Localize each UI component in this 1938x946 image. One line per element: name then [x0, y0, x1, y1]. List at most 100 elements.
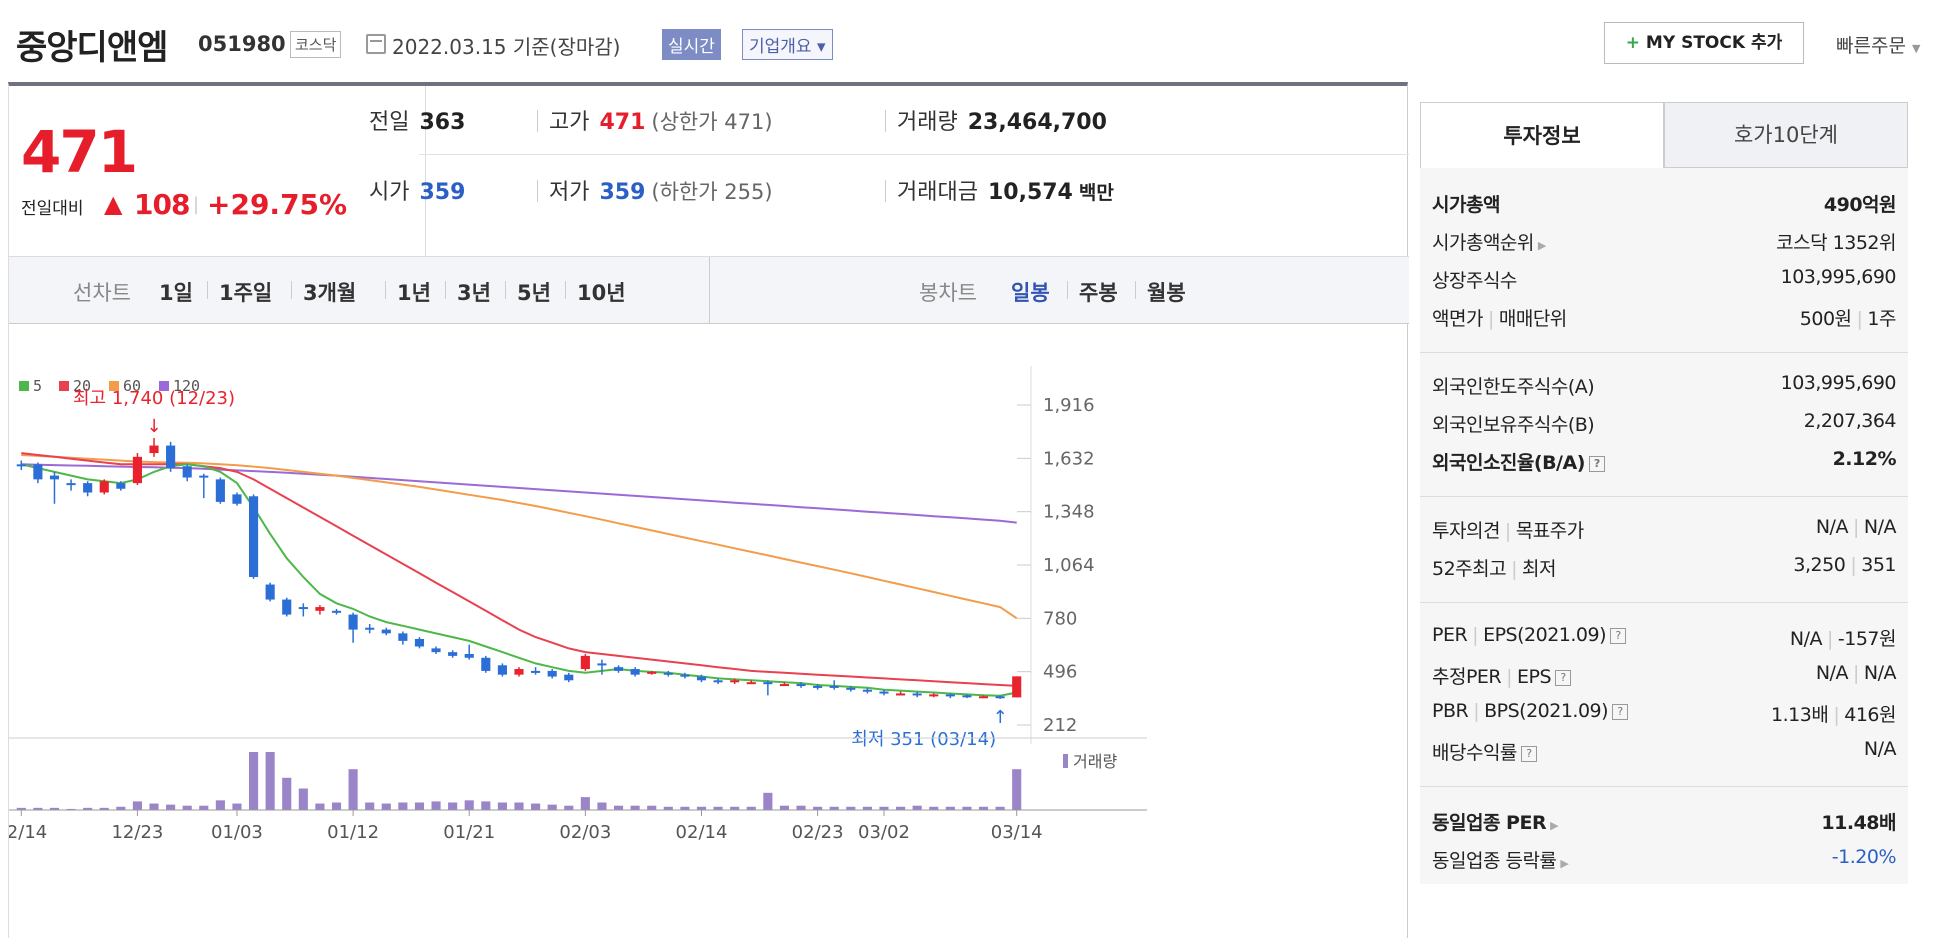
- volume-bar: [132, 801, 142, 810]
- period-3y[interactable]: 3년: [457, 281, 491, 305]
- candle-body: [613, 667, 624, 671]
- foreign-ratio-text: 외국인소진율(B/A): [1432, 452, 1585, 474]
- volume-bar: [564, 805, 574, 810]
- candle-body: [132, 456, 142, 484]
- cap-rank-text: 시가총액순위: [1432, 232, 1534, 254]
- tab-orderbook-10[interactable]: 호가10단계: [1664, 102, 1908, 168]
- sector-per-row[interactable]: 동일업종 PER ▶ 11.48배: [1432, 808, 1896, 840]
- x-tick-label: 02/14: [676, 822, 728, 843]
- week52-low-label: 최저: [1522, 558, 1556, 580]
- cap-rank-row[interactable]: 시가총액순위 ▶ 코스닥 1352위: [1432, 228, 1896, 260]
- candle-body: [149, 445, 159, 454]
- y-tick-label: 496: [1043, 662, 1077, 683]
- add-my-stock-button[interactable]: + MY STOCK 추가: [1604, 22, 1804, 64]
- period-1d[interactable]: 1일: [159, 281, 193, 305]
- bps-value: 416원: [1844, 704, 1896, 726]
- volume-bar: [995, 806, 1005, 810]
- help-icon[interactable]: ?: [1610, 627, 1626, 644]
- volume-bar: [365, 802, 375, 810]
- sector-change-row[interactable]: 동일업종 등락률 ▶ -1.20%: [1432, 846, 1897, 878]
- candle-body: [779, 684, 790, 687]
- help-icon[interactable]: ?: [1555, 669, 1572, 686]
- week52-label: 52주최고 | 최저: [1432, 554, 1556, 581]
- sector-change-value: -1.20%: [1831, 846, 1897, 868]
- opinion-value: N/A: [1815, 516, 1849, 538]
- current-price: 471: [21, 118, 138, 186]
- candle-body: [497, 665, 507, 675]
- help-icon[interactable]: ?: [1612, 703, 1629, 720]
- top-bar: 중앙디앤엠 051980 코스닥 2022.03.15 기준(장마감) 실시간 …: [0, 0, 1938, 84]
- candle-daily[interactable]: 일봉: [1011, 281, 1050, 305]
- candle-body: [796, 684, 806, 687]
- period-10y[interactable]: 10년: [577, 281, 626, 305]
- divider: |: [1506, 666, 1513, 688]
- candle-body: [763, 682, 773, 685]
- amount-value: 10,574: [987, 180, 1073, 205]
- volume-bar: [381, 803, 391, 810]
- divider: |: [1472, 624, 1479, 646]
- shares-value: 103,995,690: [1780, 266, 1897, 288]
- period-bar: 선차트 1일 1주일 3개월 1년 3년 5년 10년 봉차트 일봉 주봉 월봉: [9, 256, 1409, 324]
- dividend-value: N/A: [1863, 738, 1897, 760]
- candle-body: [879, 691, 889, 694]
- base-date: 2022.03.15 기준(장마감): [392, 35, 621, 59]
- period-5y[interactable]: 5년: [517, 281, 551, 305]
- change-label: 전일대비: [21, 199, 84, 219]
- candle-body: [564, 674, 574, 681]
- stock-chart[interactable]: 1,916 1,632 1,348 1,064 780 496 212 5 20 60 120 최고 …: [0, 326, 1409, 942]
- upper-limit: (상한가 471): [651, 110, 773, 134]
- week52-row: 52주최고 | 최저 3,250 | 351: [1432, 554, 1896, 586]
- period-1y[interactable]: 1년: [397, 281, 431, 305]
- est-per-eps-value: N/A | N/A: [1816, 662, 1897, 684]
- quick-order-button[interactable]: 빠른주문 ▼: [1836, 31, 1920, 58]
- foreign-limit-label: 외국인한도주식수(A): [1432, 376, 1595, 398]
- volume-legend-label: 거래량: [1073, 752, 1117, 771]
- dividend-text: 배당수익률: [1432, 742, 1517, 764]
- candle-body: [680, 674, 690, 677]
- per-eps-value: N/A | -157원: [1790, 624, 1897, 651]
- side-tabs: 투자정보 호가10단계: [1420, 102, 1908, 168]
- legend-swatch: [59, 381, 69, 391]
- candle-weekly[interactable]: 주봉: [1079, 281, 1118, 305]
- candle-body: [514, 669, 524, 675]
- open-value: 359: [419, 180, 466, 205]
- realtime-button[interactable]: 실시간: [662, 29, 721, 60]
- period-1w[interactable]: 1주일: [219, 281, 273, 305]
- investment-info-body: 시가총액 490억원 시가총액순위 ▶ 코스닥 1352위 상장주식수 103,995,…: [1420, 168, 1908, 884]
- volume-bar: [647, 805, 657, 810]
- volume-bar: [746, 806, 756, 810]
- foreign-hold-value: 2,207,364: [1803, 410, 1897, 432]
- est-eps-value: N/A: [1863, 662, 1897, 684]
- x-tick-label: 01/12: [327, 822, 379, 843]
- company-overview-button[interactable]: 기업개요 ▾: [742, 29, 833, 60]
- tab-investment-info[interactable]: 투자정보: [1420, 102, 1664, 168]
- pbr-value: 1.13배: [1771, 704, 1829, 726]
- help-icon[interactable]: ?: [1520, 745, 1537, 762]
- candle-body: [1012, 676, 1022, 698]
- volume-bar: [199, 805, 209, 810]
- cap-rank-label: 시가총액순위 ▶: [1432, 228, 1546, 255]
- volume-bar: [1012, 769, 1022, 810]
- divider: |: [1487, 308, 1494, 330]
- trade-amount: 거래대금 10,574 백만: [897, 174, 1114, 206]
- candle-monthly[interactable]: 월봉: [1147, 281, 1186, 305]
- help-icon[interactable]: ?: [1588, 455, 1605, 472]
- chart-svg: 1,916 1,632 1,348 1,064 780 496 212 5 20 60 120최고 …: [0, 366, 1147, 843]
- candle-body: [166, 445, 176, 469]
- divider: |: [193, 194, 200, 215]
- divider: [1420, 352, 1908, 353]
- candle-body: [896, 693, 906, 696]
- candle-body: [846, 687, 856, 690]
- market-cap-value: 490억원: [1823, 194, 1897, 216]
- dividend-row: 배당수익률? N/A: [1432, 738, 1897, 770]
- shares-label: 상장주식수: [1432, 270, 1517, 292]
- candle-body: [215, 479, 225, 502]
- low-label: 저가: [549, 180, 590, 205]
- volume-bar: [66, 808, 76, 810]
- x-tick-label: 12/14: [9, 822, 47, 843]
- period-3m[interactable]: 3개월: [303, 281, 357, 305]
- face-label: 액면가: [1432, 308, 1483, 330]
- volume-bar: [348, 769, 358, 810]
- candle-body: [248, 496, 259, 578]
- add-my-stock-label: MY STOCK 추가: [1640, 33, 1783, 53]
